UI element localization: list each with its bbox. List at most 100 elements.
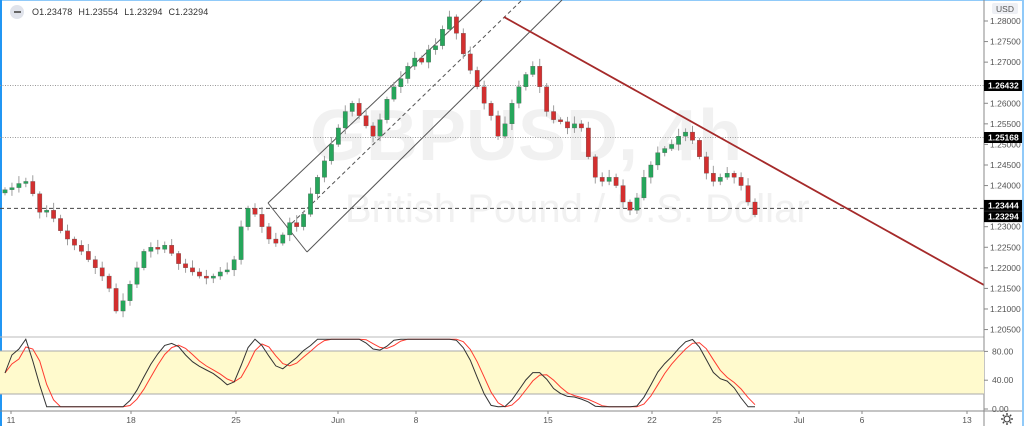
- candle: [342, 111, 348, 129]
- price-tick-label: 1.22500: [990, 242, 1021, 252]
- candle: [252, 208, 258, 215]
- candle: [266, 226, 272, 240]
- candle: [273, 238, 279, 244]
- time-tick-label: 11: [7, 415, 16, 425]
- stoch-tick-label: 40.00: [992, 375, 1014, 385]
- candle: [197, 271, 202, 277]
- price-tick-label: 1.20500: [990, 325, 1021, 335]
- time-tick-label: Jul: [794, 415, 805, 425]
- candle: [738, 177, 744, 186]
- stochastic-lines: [4, 338, 756, 408]
- ohlc-high: H1.23554: [78, 7, 119, 17]
- candle: [419, 57, 425, 63]
- time-tick-label: 25: [231, 415, 241, 425]
- candle: [30, 181, 36, 194]
- gear-icon[interactable]: [1000, 412, 1014, 426]
- candle: [537, 66, 543, 87]
- candle: [565, 121, 570, 129]
- candle: [405, 66, 411, 79]
- price-tick-label: 1.25500: [990, 119, 1021, 129]
- candle: [710, 173, 716, 182]
- candle: [120, 300, 126, 312]
- time-tick-label: 13: [962, 415, 972, 425]
- horizontal-lines: [0, 85, 984, 209]
- stoch-tick-label: 0.00: [992, 404, 1009, 414]
- candle: [231, 259, 237, 271]
- price-tick-label: 1.22000: [990, 263, 1021, 273]
- candle: [745, 185, 751, 203]
- candle: [717, 177, 723, 182]
- stoch-band: [0, 351, 984, 394]
- candle: [2, 189, 8, 194]
- candle: [322, 160, 327, 178]
- candle: [16, 183, 22, 188]
- candle: [301, 214, 306, 227]
- candle: [106, 275, 112, 289]
- candle: [502, 123, 508, 137]
- price-axis[interactable]: 1.28000 1.27500 1.27000 1.26000 1.25500 1.250…: [984, 16, 1022, 335]
- candle: [183, 263, 188, 268]
- ohlc-close: C1.23294: [168, 7, 209, 17]
- trendline[interactable]: [503, 16, 985, 286]
- currency-label: USD: [996, 4, 1014, 14]
- candle: [683, 131, 688, 137]
- candle: [641, 177, 647, 199]
- candle: [676, 136, 681, 145]
- candle: [113, 288, 119, 312]
- currency-badge: [992, 3, 1018, 14]
- time-axis[interactable]: 11 18 25 Jun 8 15 22 25 Jul 6 13: [7, 411, 972, 425]
- candle: [474, 70, 480, 87]
- parallel-channel[interactable]: [267, 0, 563, 253]
- candle: [204, 275, 209, 279]
- candle: [210, 275, 216, 279]
- time-tick-label: 15: [543, 415, 553, 425]
- candle: [530, 66, 536, 75]
- price-tick-label: 1.24000: [990, 181, 1021, 191]
- candle: [523, 74, 529, 87]
- price-tick-label: 1.27000: [990, 57, 1021, 67]
- stoch-axis[interactable]: 80.00 40.00 0.00: [984, 346, 1014, 414]
- candle: [627, 201, 633, 211]
- right-border: [1022, 0, 1024, 426]
- candle: [99, 267, 105, 277]
- candle: [620, 185, 626, 203]
- candle: [287, 222, 293, 236]
- candle: [294, 222, 300, 227]
- price-tag: [984, 132, 1022, 144]
- candle: [176, 253, 181, 264]
- time-tick-label: 6: [860, 415, 865, 425]
- candle: [370, 125, 376, 137]
- candle: [467, 53, 473, 71]
- candle: [481, 86, 487, 104]
- candle: [704, 156, 709, 174]
- time-tick-label: 8: [414, 415, 419, 425]
- time-tick-label: Jun: [331, 415, 345, 425]
- candle: [155, 247, 161, 250]
- candle: [37, 193, 43, 213]
- minus-circle-icon[interactable]: [10, 5, 24, 19]
- candle: [495, 115, 501, 137]
- candle: [315, 177, 320, 194]
- candle: [356, 103, 362, 116]
- candle: [363, 115, 369, 127]
- candle: [731, 173, 737, 178]
- candle: [516, 86, 522, 104]
- candle: [544, 86, 550, 112]
- candle: [329, 144, 334, 162]
- candle: [551, 111, 556, 120]
- price-tag-label: 1.25168: [988, 133, 1019, 143]
- candle: [460, 33, 466, 55]
- candle: [9, 187, 15, 190]
- candle: [349, 103, 355, 112]
- candle: [662, 148, 668, 153]
- price-tag-label: 1.26432: [988, 81, 1019, 91]
- candle: [162, 245, 168, 250]
- candle: [65, 230, 70, 240]
- candle: [238, 226, 244, 260]
- candle: [579, 123, 584, 129]
- candlesticks: [2, 10, 758, 318]
- price-tag: [984, 199, 1022, 211]
- time-tick-label: 22: [647, 415, 657, 425]
- candle: [752, 201, 758, 215]
